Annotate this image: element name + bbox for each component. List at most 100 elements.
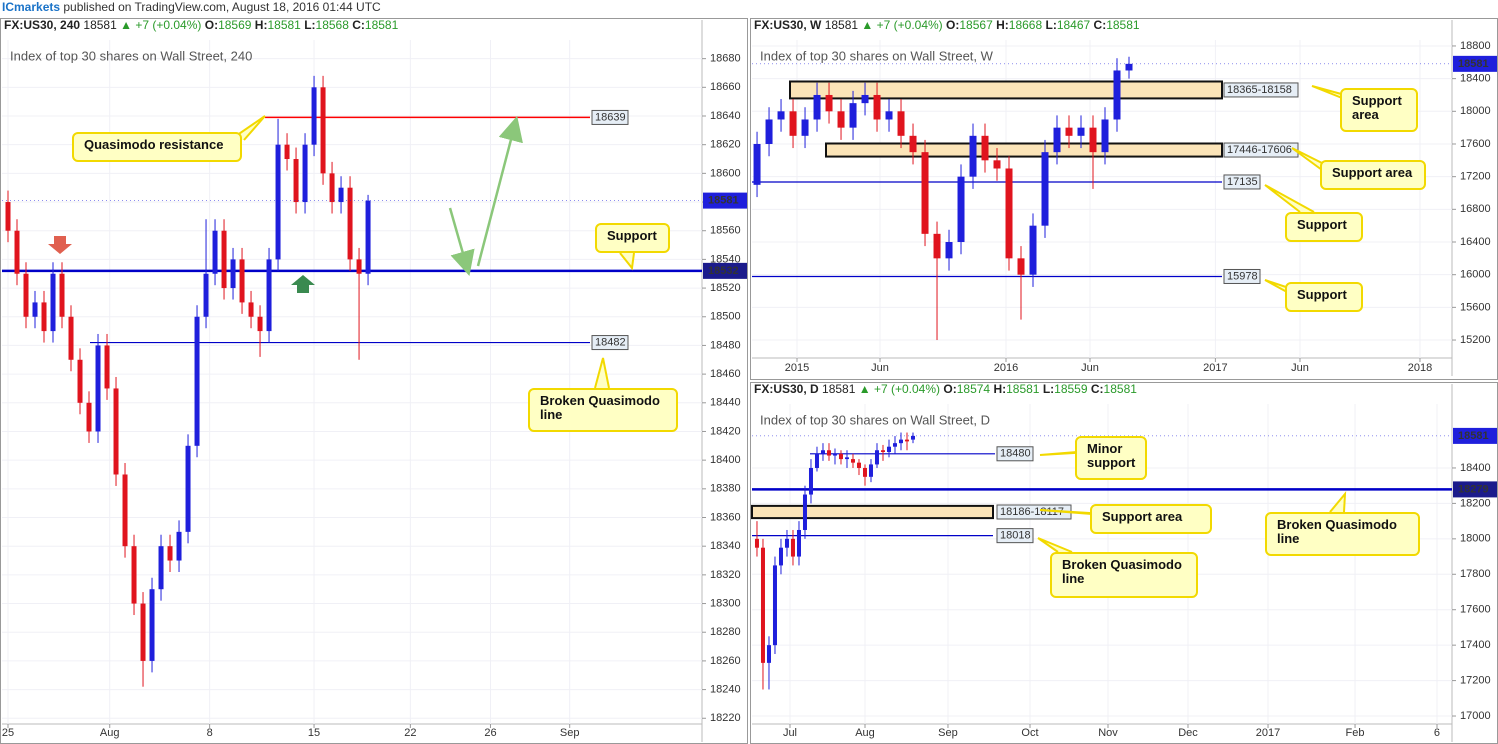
candle-body xyxy=(1041,152,1049,226)
candle-body xyxy=(772,565,777,646)
y-tick-label: 18260 xyxy=(710,655,741,667)
candle-body xyxy=(167,546,173,561)
last-price: 18581 xyxy=(83,18,117,32)
x-tick-label: Jul xyxy=(783,727,797,739)
callout: Minor support xyxy=(1075,436,1147,480)
candle-body xyxy=(257,316,263,332)
ohlc-label: L: xyxy=(1045,18,1056,32)
candle-body xyxy=(59,273,65,317)
level-label: 18018 xyxy=(1000,530,1031,542)
candle-body xyxy=(329,173,335,203)
y-tick-label: 18600 xyxy=(710,167,741,179)
callout: Support area xyxy=(1340,88,1418,132)
candle-body xyxy=(892,443,897,447)
candle-body xyxy=(239,259,245,303)
candle-body xyxy=(1017,258,1025,275)
x-tick-label: 26 xyxy=(484,727,496,739)
down-arrow xyxy=(48,236,72,254)
ohlc-value: 18569 xyxy=(218,18,252,32)
ohlc-label: O: xyxy=(205,18,218,32)
level-label-box xyxy=(996,446,1034,462)
y-tick-label: 17600 xyxy=(1460,604,1491,616)
candle-body xyxy=(886,446,891,453)
brand[interactable]: ICmarkets xyxy=(2,0,61,14)
candle-body xyxy=(68,316,74,360)
up-triangle: ▲ xyxy=(859,382,871,396)
candle-body xyxy=(203,273,209,317)
candle-body xyxy=(86,402,92,432)
price-tag xyxy=(1453,427,1497,444)
candle-body xyxy=(844,457,849,460)
callout-pointer xyxy=(1264,184,1315,213)
y-tick-label: 18000 xyxy=(1460,105,1491,117)
candle-body xyxy=(789,111,797,136)
candle-body xyxy=(1053,127,1061,153)
candle-body xyxy=(230,259,236,289)
x-tick-label: Jun xyxy=(1291,362,1309,374)
callout: Support area xyxy=(1320,160,1426,190)
candle-body xyxy=(293,159,299,203)
ohlc-value: 18581 xyxy=(1104,382,1138,396)
candle-body xyxy=(302,144,308,203)
callout: Quasimodo resistance xyxy=(72,132,242,162)
level-label-box xyxy=(591,335,629,351)
candle-body xyxy=(338,187,344,203)
candle-body xyxy=(796,529,801,557)
candle-body xyxy=(77,359,83,403)
level-label: 18365-18158 xyxy=(1227,84,1292,96)
callout-pointer xyxy=(1329,491,1347,513)
y-tick-label: 17600 xyxy=(1460,138,1491,150)
level-label-box xyxy=(1223,174,1261,190)
panel-header: FX:US30, D 18581 ▲ +7 (+0.04%) O:18574 H… xyxy=(754,382,1137,396)
candle-body xyxy=(1005,168,1013,259)
panel-frame xyxy=(750,18,1498,380)
y-tick-label: 18240 xyxy=(710,683,741,695)
price-tag-label: 18279 xyxy=(1458,483,1489,495)
candle-body xyxy=(874,450,879,465)
candle-body xyxy=(347,187,353,260)
callout: Support area xyxy=(1090,504,1212,534)
last-price: 18581 xyxy=(822,382,856,396)
candle-body xyxy=(838,453,843,460)
candle-body xyxy=(813,94,821,120)
x-tick-label: 2018 xyxy=(1408,362,1432,374)
x-tick-label: Feb xyxy=(1346,727,1365,739)
candle-body xyxy=(802,494,807,530)
y-tick-label: 18000 xyxy=(1460,533,1491,545)
candle-body xyxy=(1101,119,1109,153)
candle-body xyxy=(754,538,759,548)
price-tag xyxy=(1453,55,1497,72)
panel-header: FX:US30, 240 18581 ▲ +7 (+0.04%) O:18569… xyxy=(4,18,399,32)
ohlc-label: C: xyxy=(1091,382,1104,396)
candle-body xyxy=(1089,127,1097,153)
candle-body xyxy=(885,111,893,120)
y-tick-label: 17800 xyxy=(1460,568,1491,580)
candle-body xyxy=(898,439,903,444)
projection-line xyxy=(476,115,523,267)
panel-frame xyxy=(0,18,748,744)
x-tick-label: Aug xyxy=(100,727,120,739)
candle-body xyxy=(320,87,326,174)
x-tick-label: Dec xyxy=(1178,727,1198,739)
x-tick-label: 8 xyxy=(207,727,213,739)
x-tick-label: Sep xyxy=(938,727,958,739)
y-tick-label: 18360 xyxy=(710,511,741,523)
y-tick-label: 18480 xyxy=(710,339,741,351)
callout: Support xyxy=(1285,282,1363,312)
y-tick-label: 18320 xyxy=(710,569,741,581)
candle-body xyxy=(149,589,155,661)
y-tick-label: 17400 xyxy=(1460,639,1491,651)
y-tick-label: 18500 xyxy=(710,311,741,323)
candle-body xyxy=(140,603,146,661)
level-label-box xyxy=(1223,82,1299,98)
support-zone xyxy=(751,504,994,520)
candle-body xyxy=(945,242,953,259)
chart-title: Index of top 30 shares on Wall Street, D xyxy=(760,412,990,427)
y-tick-label: 18340 xyxy=(710,540,741,552)
candle-body xyxy=(778,547,783,566)
candle-body xyxy=(1065,127,1073,136)
candle-body xyxy=(825,94,833,112)
ohlc-label: L: xyxy=(1043,382,1054,396)
level-label: 17446-17606 xyxy=(1227,144,1292,156)
